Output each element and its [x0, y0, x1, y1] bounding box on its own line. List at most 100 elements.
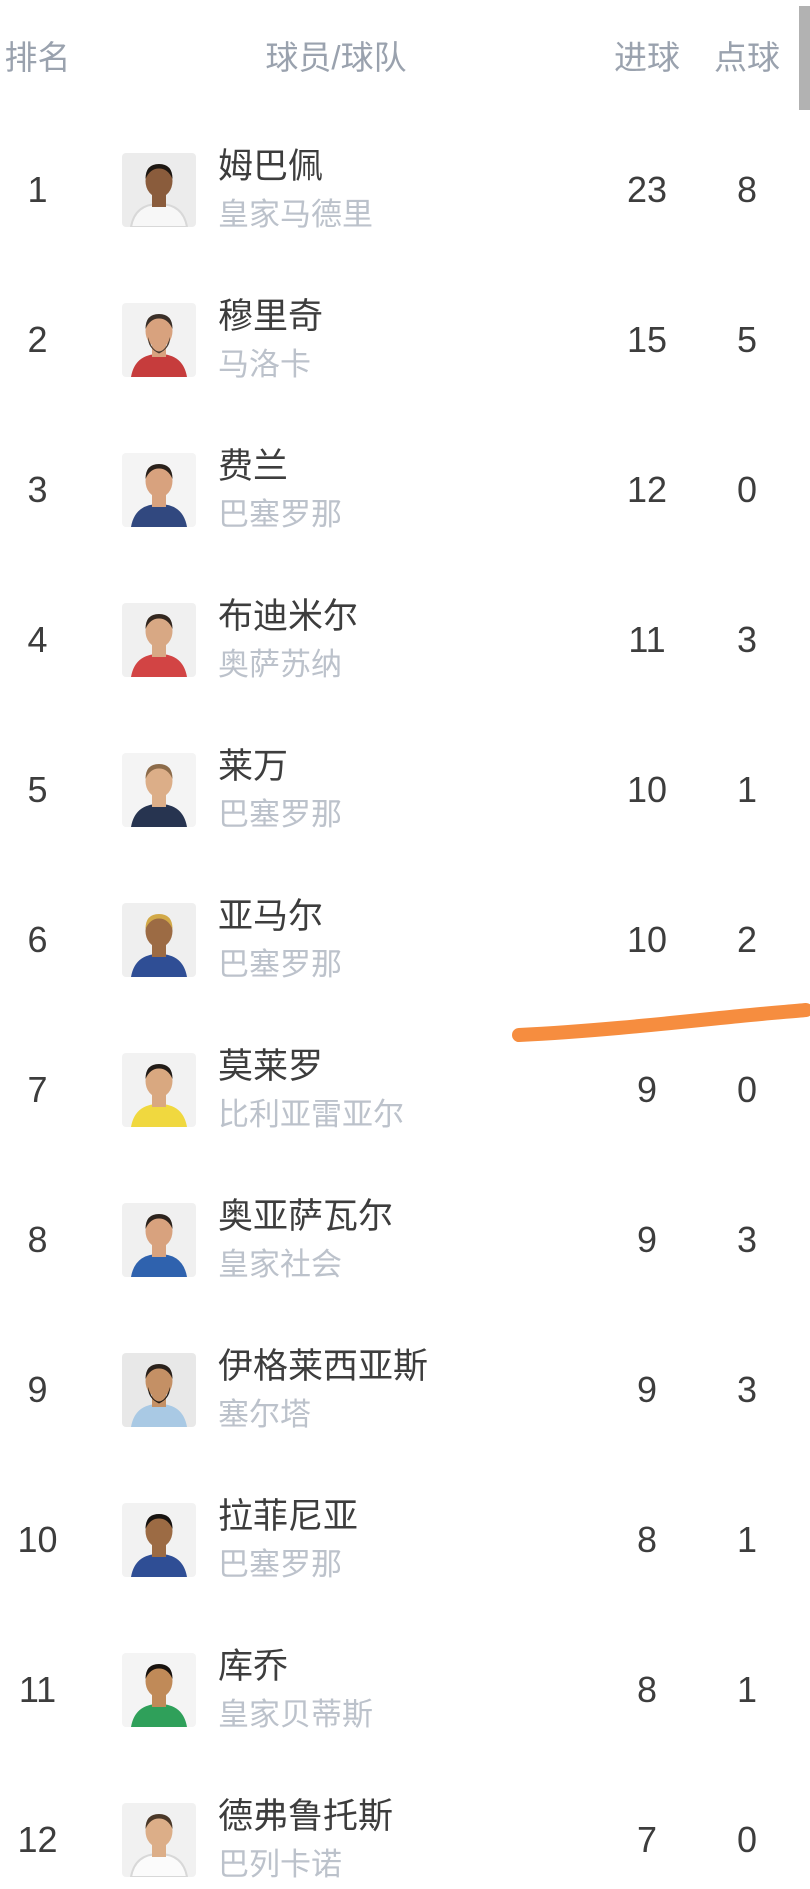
penalties-cell: 3 — [736, 619, 758, 660]
goals-cell: 11 — [628, 619, 666, 660]
player-info: 穆里奇 马洛卡 — [218, 295, 597, 385]
scrollbar-thumb[interactable] — [799, 6, 810, 110]
penalties-cell: 3 — [736, 1219, 758, 1260]
player-info: 德弗鲁托斯 巴列卡诺 — [218, 1795, 597, 1885]
player-info: 库乔 皇家贝蒂斯 — [218, 1645, 597, 1735]
player-name: 奥亚萨瓦尔 — [218, 1197, 394, 1236]
player-name: 布迪米尔 — [218, 597, 359, 636]
goals-cell: 9 — [636, 1219, 658, 1260]
rank-cell: 2 — [27, 319, 48, 360]
rank-cell: 1 — [27, 169, 48, 210]
team-name: 比利亚雷亚尔 — [218, 1097, 404, 1132]
player-info: 伊格莱西亚斯 塞尔塔 — [218, 1345, 597, 1435]
team-name: 奥萨苏纳 — [218, 647, 342, 682]
table-row[interactable]: 8 奥亚萨瓦尔 皇家社会 9 3 — [0, 1165, 810, 1315]
penalties-cell: 2 — [736, 919, 758, 960]
rank-cell: 11 — [18, 1669, 57, 1710]
goals-cell: 8 — [636, 1669, 658, 1710]
header-player-team: 球员/球队 — [265, 38, 407, 76]
table-header: 排名 球员/球队 进球 点球 — [0, 0, 810, 81]
player-info: 奥亚萨瓦尔 皇家社会 — [218, 1195, 597, 1285]
player-name: 莱万 — [218, 747, 289, 786]
player-name: 德弗鲁托斯 — [218, 1797, 394, 1836]
penalties-cell: 1 — [736, 769, 758, 810]
table-body: 1 姆巴佩 皇家马德里 23 8 2 穆里奇 马洛卡 15 5 3 费兰 巴塞罗… — [0, 115, 810, 1889]
player-info: 拉菲尼亚 巴塞罗那 — [218, 1495, 597, 1585]
player-photo — [122, 153, 196, 227]
player-info: 姆巴佩 皇家马德里 — [218, 145, 597, 235]
player-info: 莱万 巴塞罗那 — [218, 745, 597, 835]
player-photo — [122, 1203, 196, 1277]
rank-cell: 8 — [27, 1219, 48, 1260]
player-name: 姆巴佩 — [218, 147, 324, 186]
player-photo — [122, 1503, 196, 1577]
player-photo — [122, 903, 196, 977]
team-name: 巴塞罗那 — [218, 1547, 342, 1582]
rank-cell: 4 — [27, 619, 48, 660]
player-name: 莫莱罗 — [218, 1047, 324, 1086]
player-info: 莫莱罗 比利亚雷亚尔 — [218, 1045, 597, 1135]
header-goals: 进球 — [614, 38, 680, 76]
header-rank: 排名 — [4, 38, 71, 76]
player-name: 库乔 — [218, 1647, 289, 1686]
table-row[interactable]: 10 拉菲尼亚 巴塞罗那 8 1 — [0, 1465, 810, 1615]
player-photo — [122, 303, 196, 377]
goals-cell: 12 — [626, 469, 668, 510]
team-name: 巴塞罗那 — [218, 497, 342, 532]
rank-cell: 3 — [27, 469, 48, 510]
player-photo — [122, 453, 196, 527]
rank-cell: 5 — [27, 769, 48, 810]
team-name: 皇家马德里 — [218, 197, 373, 232]
player-info: 亚马尔 巴塞罗那 — [218, 895, 597, 985]
team-name: 皇家贝蒂斯 — [218, 1697, 373, 1732]
table-row[interactable]: 7 莫莱罗 比利亚雷亚尔 9 0 — [0, 1015, 810, 1165]
team-name: 皇家社会 — [218, 1247, 342, 1282]
rank-cell: 9 — [27, 1369, 48, 1410]
penalties-cell: 5 — [736, 319, 758, 360]
rank-cell: 6 — [27, 919, 48, 960]
penalties-cell: 0 — [736, 1069, 758, 1110]
rank-cell: 12 — [17, 1819, 58, 1860]
player-name: 伊格莱西亚斯 — [218, 1347, 429, 1386]
player-name: 拉菲尼亚 — [218, 1497, 359, 1536]
penalties-cell: 1 — [736, 1519, 758, 1560]
player-photo — [122, 1353, 196, 1427]
player-info: 布迪米尔 奥萨苏纳 — [218, 595, 597, 685]
team-name: 塞尔塔 — [218, 1397, 311, 1432]
penalties-cell: 3 — [736, 1369, 758, 1410]
player-name: 穆里奇 — [218, 297, 324, 336]
table-row[interactable]: 12 德弗鲁托斯 巴列卡诺 7 0 — [0, 1765, 810, 1889]
rank-cell: 10 — [17, 1519, 58, 1560]
header-penalties: 点球 — [714, 38, 780, 76]
goals-cell: 10 — [626, 919, 668, 960]
player-name: 费兰 — [218, 447, 289, 486]
player-photo — [122, 603, 196, 677]
goals-cell: 7 — [636, 1819, 658, 1860]
table-row[interactable]: 2 穆里奇 马洛卡 15 5 — [0, 265, 810, 415]
table-row[interactable]: 1 姆巴佩 皇家马德里 23 8 — [0, 115, 810, 265]
goals-cell: 10 — [626, 769, 668, 810]
table-row[interactable]: 6 亚马尔 巴塞罗那 10 2 — [0, 865, 810, 1015]
goals-cell: 9 — [636, 1069, 658, 1110]
player-name: 亚马尔 — [218, 897, 324, 936]
table-row[interactable]: 9 伊格莱西亚斯 塞尔塔 9 3 — [0, 1315, 810, 1465]
table-row[interactable]: 3 费兰 巴塞罗那 12 0 — [0, 415, 810, 565]
table-row[interactable]: 5 莱万 巴塞罗那 10 1 — [0, 715, 810, 865]
player-photo — [122, 1653, 196, 1727]
penalties-cell: 0 — [736, 1819, 758, 1860]
penalties-cell: 0 — [736, 469, 758, 510]
goals-cell: 8 — [636, 1519, 658, 1560]
player-photo — [122, 1803, 196, 1877]
player-photo — [122, 753, 196, 827]
player-photo — [122, 1053, 196, 1127]
penalties-cell: 8 — [736, 169, 758, 210]
penalties-cell: 1 — [736, 1669, 758, 1710]
table-row[interactable]: 11 库乔 皇家贝蒂斯 8 1 — [0, 1615, 810, 1765]
team-name: 巴塞罗那 — [218, 947, 342, 982]
team-name: 巴塞罗那 — [218, 797, 342, 832]
goals-cell: 23 — [626, 169, 668, 210]
goals-cell: 15 — [626, 319, 668, 360]
table-row[interactable]: 4 布迪米尔 奥萨苏纳 11 3 — [0, 565, 810, 715]
rank-cell: 7 — [27, 1069, 48, 1110]
